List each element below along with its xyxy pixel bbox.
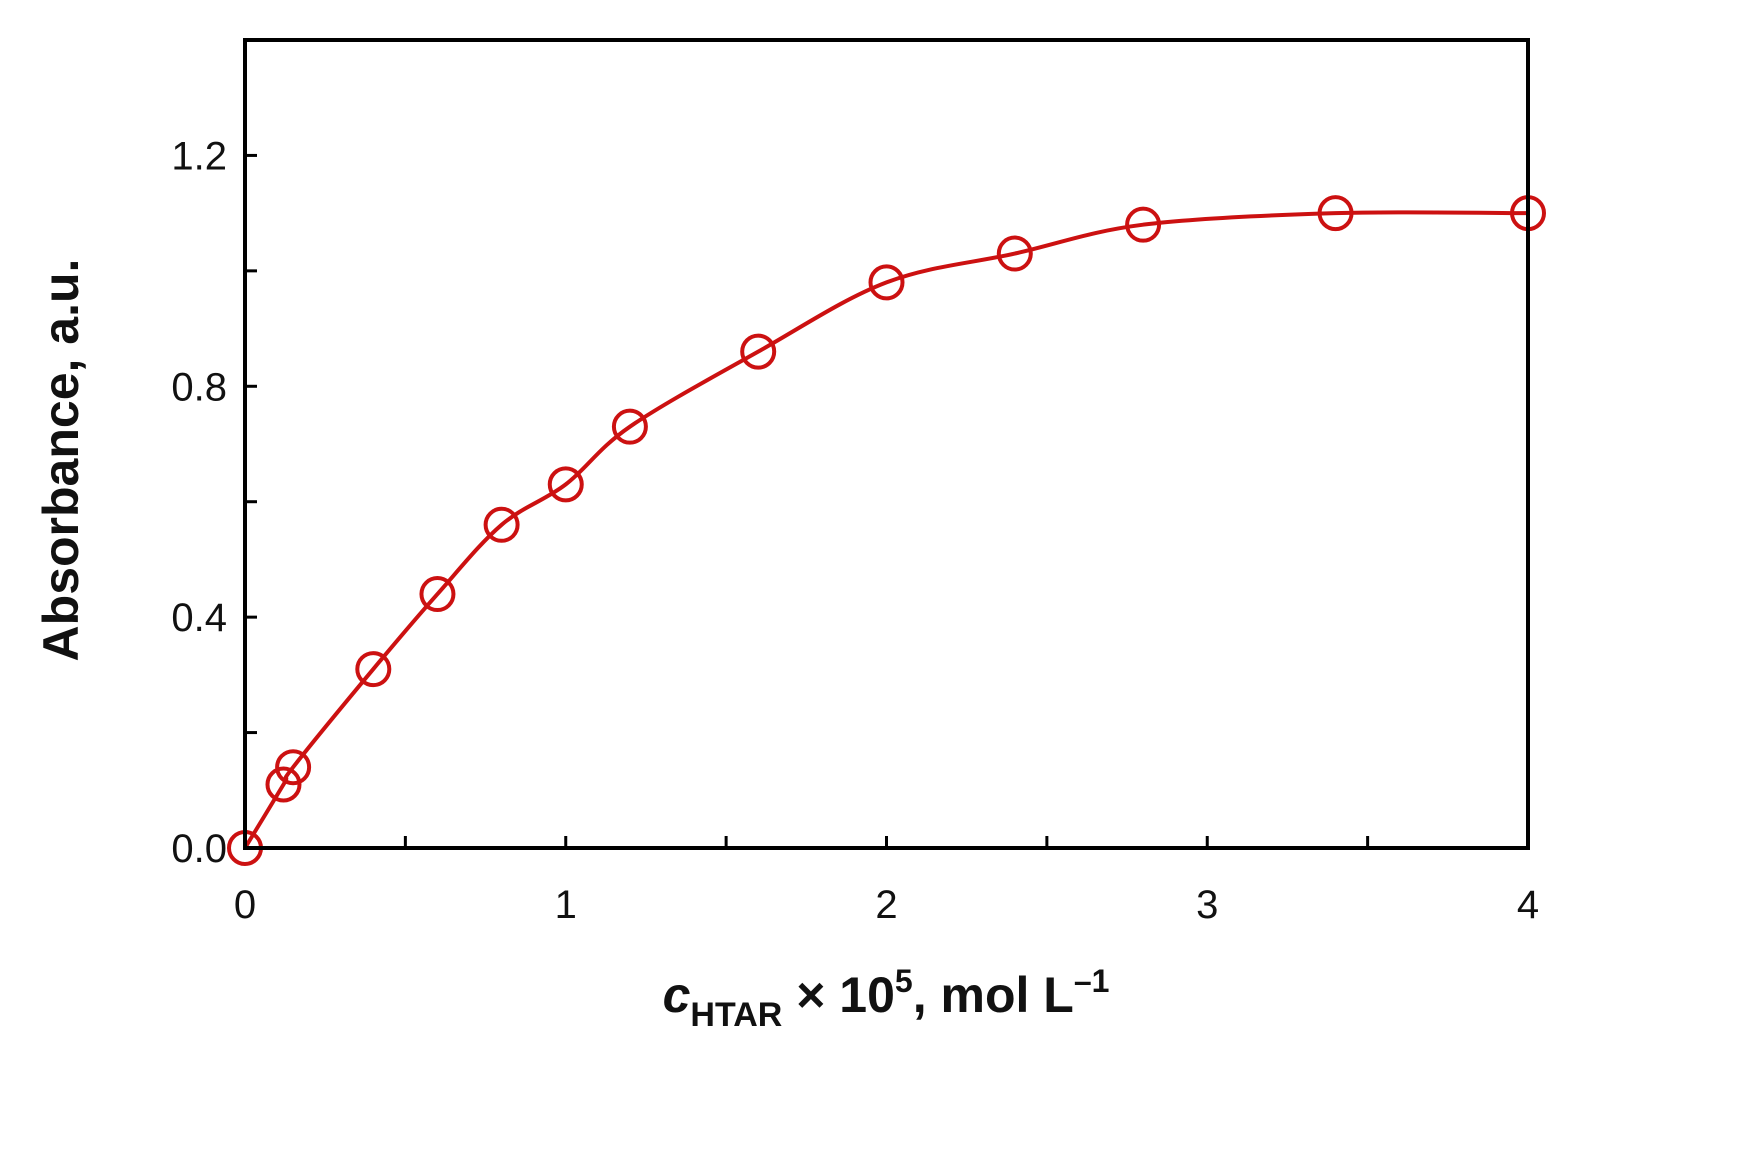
y-tick-label: 1.2 — [171, 134, 227, 178]
x-tick-label: 4 — [1517, 883, 1539, 927]
y-tick-label: 0.8 — [171, 365, 227, 409]
y-tick-label: 0.4 — [171, 596, 227, 640]
y-tick-labels: 0.0 0.4 0.8 1.2 — [171, 134, 227, 871]
x-tick-label: 3 — [1196, 883, 1218, 927]
data-point — [996, 235, 1033, 272]
data-point — [868, 264, 905, 301]
x-tick-label: 2 — [875, 883, 897, 927]
axis-ticks — [245, 153, 1370, 848]
data-point — [483, 506, 520, 543]
data-point — [1317, 195, 1354, 232]
x-tick-label: 0 — [234, 883, 256, 927]
x-axis-title: cHTAR × 105, mol L–1 — [663, 963, 1110, 1034]
data-point — [419, 576, 456, 613]
x-tick-labels: 0 1 2 3 4 — [234, 883, 1539, 927]
data-point — [547, 466, 584, 503]
y-axis-title: Absorbance, a.u. — [33, 259, 89, 662]
x-tick-label: 1 — [555, 883, 577, 927]
data-point — [265, 766, 302, 803]
data-markers — [227, 195, 1546, 866]
data-point — [275, 749, 312, 786]
data-point — [611, 408, 648, 445]
data-point — [355, 651, 392, 688]
y-tick-label: 0.0 — [171, 827, 227, 871]
fit-curve — [243, 210, 1529, 850]
data-point — [740, 333, 777, 370]
data-point — [1125, 206, 1162, 243]
plot-frame — [243, 38, 1530, 850]
